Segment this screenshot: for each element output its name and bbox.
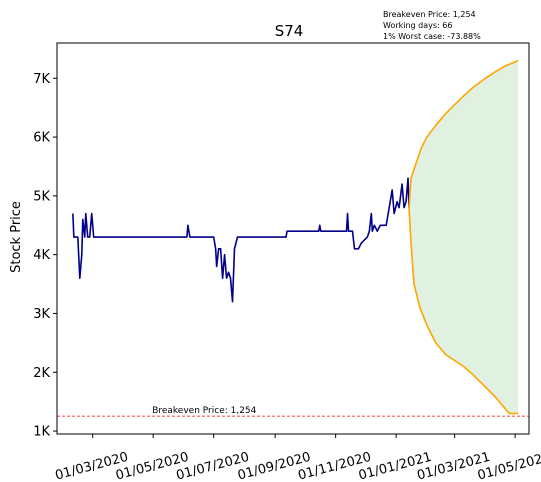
forecast-lower-line <box>408 207 519 415</box>
y-tick-label: 7K <box>33 72 50 87</box>
history-line <box>72 177 410 303</box>
y-tick-label: 2K <box>33 366 50 381</box>
band-layer <box>409 60 519 414</box>
annotation-breakeven: Breakeven Price: 1,254 <box>383 10 476 19</box>
annotations: Breakeven Price: 1,254 Working days: 66 … <box>383 10 481 41</box>
forecast-band <box>409 60 519 414</box>
y-tick-label: 5K <box>33 189 50 204</box>
forecast-upper-line <box>408 59 519 208</box>
breakeven-label: Breakeven Price: 1,254 <box>152 406 256 416</box>
annotation-working-days: Working days: 66 <box>383 21 452 30</box>
series-layer <box>72 59 519 415</box>
y-tick-label: 4K <box>33 248 50 263</box>
breakeven-layer: Breakeven Price: 1,254 <box>57 406 529 417</box>
y-axis-label: Stock Price <box>9 201 24 273</box>
annotation-worst-case: 1% Worst case: -73.88% <box>383 32 481 41</box>
y-axis: 1K 2K 3K 4K 5K 6K 7K <box>33 72 57 440</box>
y-tick-label: 3K <box>33 307 50 322</box>
plot-frame <box>56 42 530 435</box>
y-tick-label: 1K <box>33 425 50 440</box>
chart-title: S74 <box>275 22 304 40</box>
y-tick-label: 6K <box>33 131 50 146</box>
